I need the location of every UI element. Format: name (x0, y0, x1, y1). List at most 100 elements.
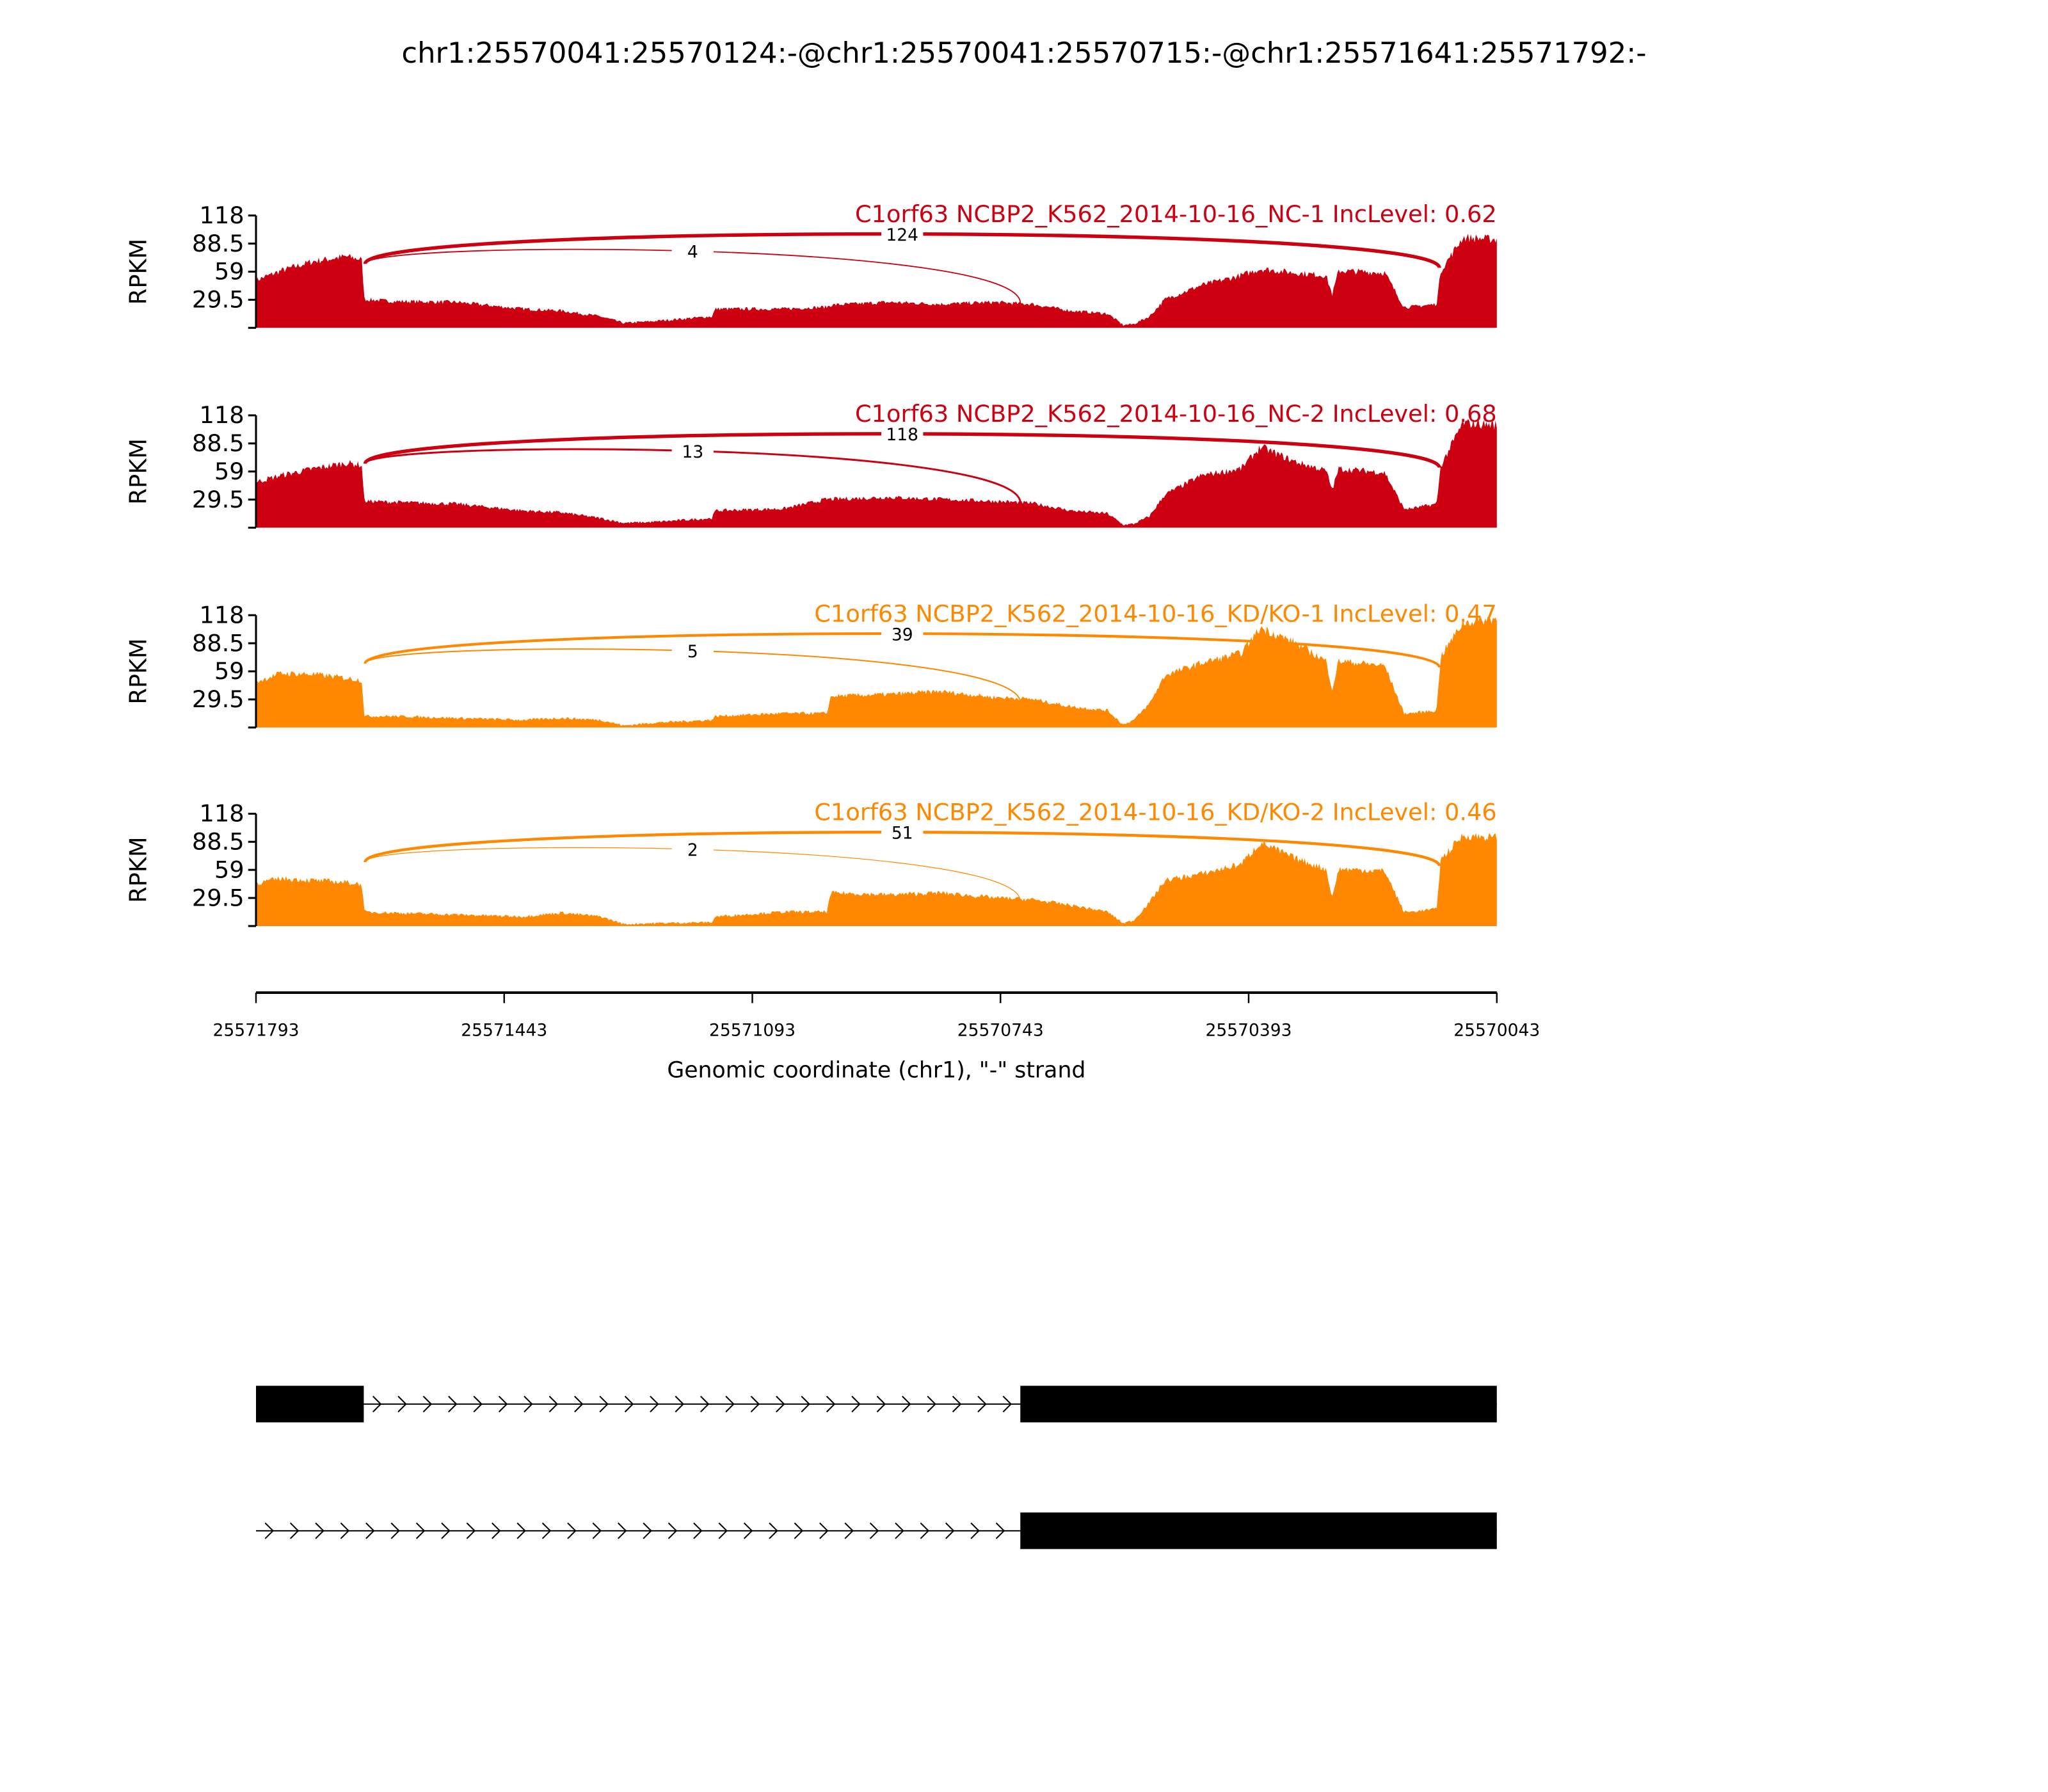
strand-chevron-icon (541, 1522, 552, 1539)
y-axis-label: RPKM (125, 638, 152, 704)
strand-chevron-icon (776, 1395, 785, 1412)
y-tick-label: 88.5 (192, 629, 244, 657)
junction-count-label: 13 (682, 442, 703, 462)
strand-chevron-icon (524, 1395, 533, 1412)
y-tick-label: 59 (214, 458, 244, 485)
strand-chevron-icon (372, 1395, 382, 1412)
strand-chevron-icon (794, 1522, 804, 1539)
coverage-area (256, 615, 1497, 728)
strand-chevron-icon (819, 1522, 829, 1539)
strand-chevron-icon (977, 1395, 987, 1412)
strand-chevron-icon (315, 1522, 324, 1539)
y-tick-label: 88.5 (192, 828, 244, 856)
strand-chevron-icon (448, 1395, 458, 1412)
strand-chevron-icon (516, 1522, 526, 1539)
strand-chevron-icon (567, 1522, 577, 1539)
strand-chevron-icon (851, 1395, 861, 1412)
junction-count-label: 124 (886, 225, 918, 245)
strand-chevron-icon (650, 1395, 659, 1412)
strand-chevron-icon (390, 1522, 400, 1539)
junction-label-box (671, 241, 714, 262)
junction-count-label: 118 (886, 425, 918, 445)
junction-count-label: 39 (892, 625, 913, 644)
y-tick-label: 29.5 (192, 286, 244, 314)
strand-chevron-icon (876, 1395, 886, 1412)
x-tick-label: 25571793 (213, 1020, 300, 1040)
junction-label-box (881, 821, 924, 843)
y-tick-label: 88.5 (192, 429, 244, 457)
transcript-2 (256, 1512, 1497, 1549)
strand-chevron-icon (844, 1522, 854, 1539)
strand-chevron-icon (952, 1395, 962, 1412)
strand-chevron-icon (422, 1395, 433, 1412)
strand-chevron-icon (340, 1522, 350, 1539)
x-tick-label: 25570743 (957, 1020, 1044, 1040)
y-tick-label: 88.5 (192, 230, 244, 257)
coverage-area (256, 419, 1497, 528)
x-tick-label: 25570043 (1453, 1020, 1540, 1040)
strand-chevron-icon (750, 1395, 760, 1412)
strand-chevron-icon (945, 1522, 955, 1539)
y-tick-label: 59 (214, 856, 244, 883)
junction-label-box (881, 623, 924, 644)
chart-title: chr1:25570041:25570124:-@chr1:25570041:2… (401, 36, 1646, 70)
strand-chevron-icon (970, 1522, 980, 1539)
sample-label: C1orf63 NCBP2_K562_2014-10-16_KD/KO-2 In… (814, 799, 1496, 826)
strand-chevron-icon (700, 1395, 710, 1412)
strand-chevron-icon (264, 1522, 274, 1539)
y-axis-label: RPKM (125, 836, 152, 902)
exon-block (1020, 1512, 1497, 1549)
junction-label-box (671, 640, 714, 662)
strand-chevron-icon (492, 1522, 501, 1539)
strand-chevron-icon (718, 1522, 728, 1539)
strand-chevron-icon (743, 1522, 753, 1539)
y-tick-label: 29.5 (192, 884, 244, 911)
strand-chevron-icon (920, 1522, 930, 1539)
strand-chevron-icon (675, 1395, 685, 1412)
strand-chevron-icon (995, 1522, 1005, 1539)
strand-chevron-icon (1002, 1395, 1012, 1412)
y-axis-label: RPKM (125, 239, 152, 305)
y-tick-label: 118 (200, 800, 244, 828)
strand-chevron-icon (927, 1395, 936, 1412)
y-tick-label: 118 (200, 202, 244, 229)
x-tick-label: 25570393 (1206, 1020, 1292, 1040)
strand-chevron-icon (415, 1522, 426, 1539)
transcript-1 (256, 1386, 1497, 1423)
junction-label-box (671, 440, 714, 461)
strand-chevron-icon (289, 1522, 300, 1539)
strand-chevron-icon (725, 1395, 735, 1412)
y-tick-label: 59 (214, 258, 244, 285)
exon-block (256, 1386, 364, 1423)
strand-chevron-icon (769, 1522, 778, 1539)
strand-chevron-icon (473, 1395, 483, 1412)
x-axis-label: Genomic coordinate (chr1), "-" strand (667, 1058, 1085, 1084)
strand-chevron-icon (693, 1522, 703, 1539)
strand-chevron-icon (869, 1522, 879, 1539)
junction-label-box (881, 223, 924, 244)
strand-chevron-icon (801, 1395, 810, 1412)
gene-models (256, 1386, 1497, 1549)
strand-chevron-icon (466, 1522, 476, 1539)
strand-chevron-icon (574, 1395, 584, 1412)
junction-label-box (881, 423, 924, 445)
strand-chevron-icon (592, 1522, 602, 1539)
junction-count-label: 5 (687, 642, 698, 662)
strand-chevron-icon (548, 1395, 559, 1412)
junction-label-box (671, 838, 714, 860)
y-axis-label: RPKM (125, 438, 152, 504)
strand-chevron-icon (895, 1522, 904, 1539)
junction-count-label: 51 (892, 823, 913, 843)
y-tick-label: 29.5 (192, 486, 244, 513)
strand-chevron-icon (617, 1522, 627, 1539)
strand-chevron-icon (365, 1522, 375, 1539)
strand-chevron-icon (668, 1522, 678, 1539)
y-tick-label: 29.5 (192, 685, 244, 713)
x-tick-label: 25571443 (461, 1020, 547, 1040)
x-axis: 25571793 25571443 25571093 25570743 25570393… (213, 991, 1540, 1040)
